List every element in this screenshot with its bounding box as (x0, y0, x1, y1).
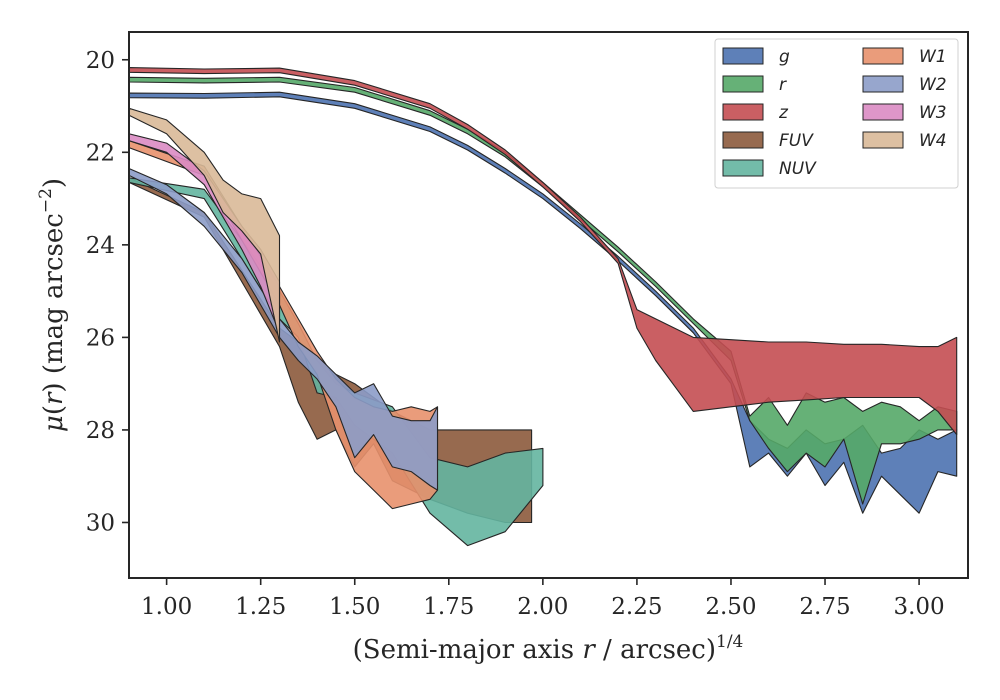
x-tick-label: 2.00 (517, 594, 568, 620)
plot-frame (128, 31, 969, 579)
legend-label-w2: W2 (919, 75, 947, 95)
y-tick-label: 26 (86, 325, 115, 351)
series-band-nuv (129, 177, 544, 547)
x-tick-label: 1.00 (141, 594, 192, 620)
series-band-z (129, 67, 958, 436)
legend-label-fuv: FUV (779, 131, 814, 151)
legend-swatch-nuv (722, 159, 764, 177)
legend-swatch-w4 (862, 131, 904, 149)
x-tick-label: 2.50 (705, 594, 756, 620)
legend-label-w3: W3 (919, 103, 947, 123)
legend-swatch-w2 (862, 75, 904, 93)
x-axis: 1.00 1.25 1.50 1.75 2.00 2.25 2.50 2.75 3.00 (141, 578, 945, 620)
y-tick-label: 30 (86, 510, 115, 536)
legend-swatch-fuv (722, 131, 764, 149)
legend-label-z: z (778, 103, 789, 123)
legend-swatch-z (722, 103, 764, 121)
x-tick-label: 1.25 (235, 594, 286, 620)
x-axis-label: (Semi-major axis r / arcsec)1/4 (353, 632, 744, 665)
x-tick-label: 2.25 (611, 594, 662, 620)
legend-label-r: r (779, 75, 787, 95)
series-layer (129, 67, 958, 547)
legend-label-nuv: NUV (779, 159, 817, 179)
x-tick-label: 1.75 (423, 594, 474, 620)
y-axis: 20 22 24 26 28 30 (86, 48, 129, 536)
y-tick-label: 20 (86, 48, 115, 74)
legend-swatch-r (722, 75, 764, 93)
legend-swatch-g (722, 47, 764, 65)
y-tick-label: 28 (86, 418, 115, 444)
series-band-w2 (129, 167, 439, 491)
legend-label-w1: W1 (919, 47, 947, 67)
legend-swatch-w3 (862, 103, 904, 121)
legend-label-w4: W4 (919, 131, 947, 151)
y-axis-label: μ(r) (mag arcsec−2) (36, 178, 69, 432)
legend-swatch-w1 (862, 47, 904, 65)
x-tick-label: 2.75 (799, 594, 850, 620)
y-tick-label: 22 (86, 140, 115, 166)
legend-label-g: g (779, 47, 790, 67)
x-tick-label: 1.50 (329, 594, 380, 620)
y-tick-label: 24 (86, 233, 115, 259)
legend: grz FUV NUV W1 W2 W3 W4 (714, 38, 959, 189)
series-band-w4 (129, 107, 281, 343)
x-tick-label: 3.00 (893, 594, 944, 620)
